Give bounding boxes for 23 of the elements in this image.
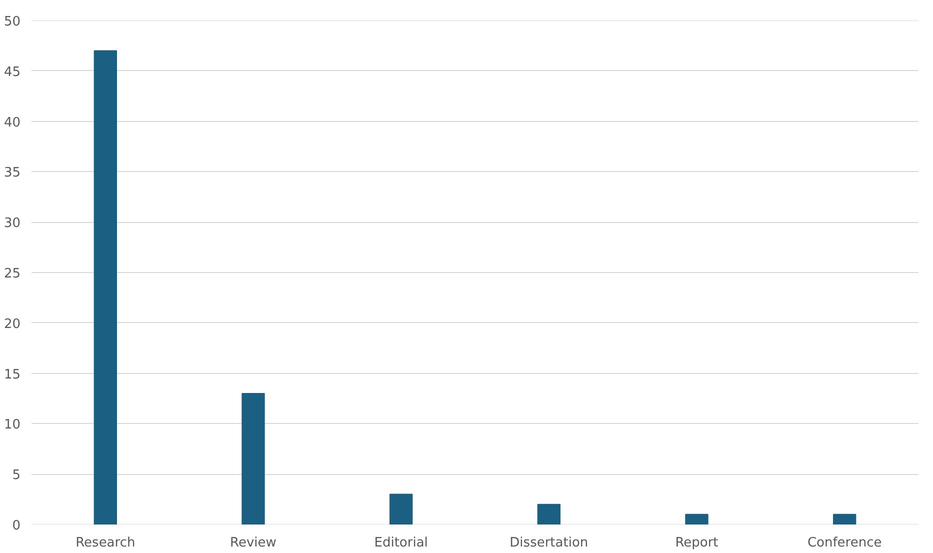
y-tick-label: 5 <box>12 468 21 484</box>
x-tick-label: Dissertation <box>510 536 588 550</box>
y-tick-label: 30 <box>4 216 21 232</box>
bar <box>685 514 708 524</box>
x-tick-label: Report <box>675 536 718 550</box>
y-tick-label: 50 <box>4 14 21 30</box>
y-tick-label: 20 <box>4 316 21 332</box>
y-tick-label: 35 <box>4 166 21 181</box>
y-tick-label: 45 <box>4 64 21 80</box>
y-tick-label: 40 <box>4 115 21 130</box>
y-tick-label: 25 <box>4 266 21 282</box>
y-tick-label: 0 <box>12 518 21 534</box>
bar <box>537 504 561 524</box>
bar <box>389 494 413 524</box>
bar <box>832 514 856 524</box>
y-tick-label: 15 <box>4 367 21 382</box>
x-tick-label: Editorial <box>374 536 428 550</box>
x-tick-label: Conference <box>807 536 882 550</box>
bar <box>94 50 118 524</box>
bar <box>242 392 265 524</box>
x-tick-label: Review <box>230 536 277 550</box>
x-tick-label: Research <box>76 536 136 550</box>
y-tick-label: 10 <box>4 418 21 433</box>
